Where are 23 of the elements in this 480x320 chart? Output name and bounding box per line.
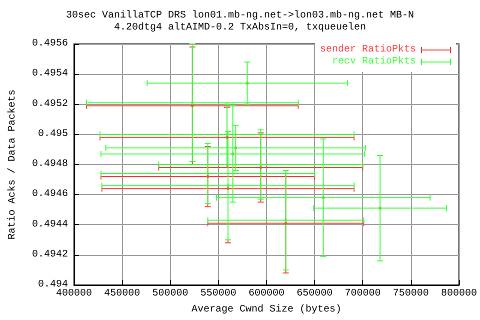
- y-tick-label: 0.4956: [32, 38, 68, 50]
- y-tick-label: 0.4944: [32, 219, 68, 230]
- x-tick-label: 500000: [152, 288, 188, 300]
- chart-title: 30sec VanillaTCP DRS lon01.mb-ng.net->lon03.mb-ng.net MB-N: [66, 10, 414, 22]
- x-tick-label: 600000: [248, 288, 285, 300]
- y-tick-label: 0.495: [38, 128, 68, 140]
- legend-label: recv RatioPkts: [332, 56, 416, 68]
- y-axis-title: Ratio Acks / Data Packets: [6, 89, 18, 240]
- x-tick-label: 550000: [200, 288, 236, 300]
- y-tick-label: 0.4954: [32, 68, 68, 80]
- x-tick-label: 650000: [296, 288, 333, 300]
- x-tick-label: 750000: [392, 288, 429, 300]
- x-axis-title: Average Cwnd Size (bytes): [191, 304, 342, 316]
- x-tick-label: 450000: [104, 288, 140, 300]
- x-tick-label: 700000: [344, 288, 381, 300]
- chart-subtitle: 4.20dtg4 altAIMD-0.2 TxAbsIn=0, txqueuelen: [114, 22, 366, 34]
- y-tick-label: 0.4948: [32, 159, 68, 170]
- x-tick-label: 800000: [440, 288, 478, 300]
- x-tick-label: 400000: [56, 288, 92, 300]
- y-tick-label: 0.4952: [32, 98, 68, 110]
- y-tick-label: 0.4942: [32, 249, 68, 260]
- legend-label: sender RatioPkts: [320, 44, 416, 56]
- y-tick-label: 0.4946: [32, 189, 68, 200]
